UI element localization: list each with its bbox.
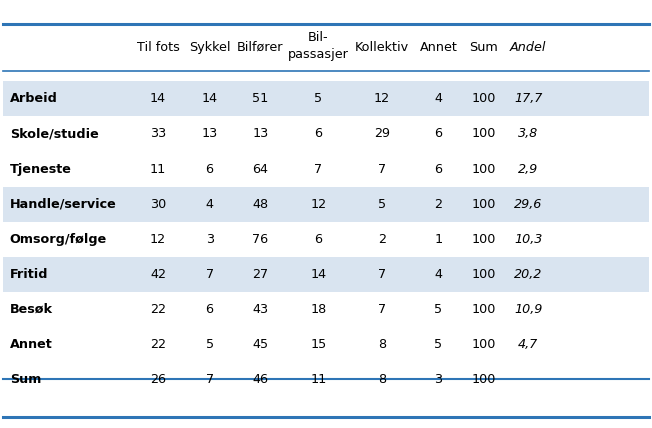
Text: 13: 13 <box>201 128 218 140</box>
Text: 8: 8 <box>378 373 386 386</box>
Text: Kollektiv: Kollektiv <box>355 41 409 54</box>
Text: Sum: Sum <box>469 41 498 54</box>
Text: 3,8: 3,8 <box>518 128 539 140</box>
Text: 8: 8 <box>378 338 386 351</box>
Text: 100: 100 <box>471 338 496 351</box>
Text: Skole/studie: Skole/studie <box>10 128 98 140</box>
Text: 2: 2 <box>378 233 386 246</box>
Text: 12: 12 <box>374 92 390 105</box>
Text: 14: 14 <box>201 92 218 105</box>
Text: 3: 3 <box>434 373 443 386</box>
Text: 6: 6 <box>205 303 214 316</box>
Text: Andel: Andel <box>510 41 546 54</box>
Text: 42: 42 <box>150 268 166 281</box>
Text: 4,7: 4,7 <box>518 338 539 351</box>
Text: 6: 6 <box>434 128 443 140</box>
Text: 12: 12 <box>310 198 327 211</box>
Text: Sykkel: Sykkel <box>189 41 230 54</box>
Text: 1: 1 <box>434 233 443 246</box>
Text: 14: 14 <box>310 268 327 281</box>
Text: 18: 18 <box>310 303 327 316</box>
Text: 5: 5 <box>434 303 443 316</box>
Text: 5: 5 <box>378 198 386 211</box>
Text: 30: 30 <box>150 198 166 211</box>
Text: Besøk: Besøk <box>10 303 53 316</box>
Text: 51: 51 <box>252 92 269 105</box>
Text: 12: 12 <box>150 233 166 246</box>
Text: 29,6: 29,6 <box>514 198 542 211</box>
Text: 7: 7 <box>378 303 386 316</box>
Bar <box>3 257 649 292</box>
Text: 22: 22 <box>150 338 166 351</box>
Text: 100: 100 <box>471 163 496 175</box>
Text: 4: 4 <box>205 198 214 211</box>
Text: Omsorg/følge: Omsorg/følge <box>10 233 107 246</box>
Text: Annet: Annet <box>10 338 53 351</box>
Text: 11: 11 <box>310 373 327 386</box>
Text: 22: 22 <box>150 303 166 316</box>
Text: 13: 13 <box>252 128 269 140</box>
Text: 76: 76 <box>252 233 269 246</box>
Text: Annet: Annet <box>419 41 458 54</box>
Text: 100: 100 <box>471 128 496 140</box>
Text: 6: 6 <box>434 163 443 175</box>
Text: 64: 64 <box>252 163 269 175</box>
Text: 33: 33 <box>150 128 166 140</box>
Text: 6: 6 <box>314 128 323 140</box>
Text: 100: 100 <box>471 92 496 105</box>
Text: 5: 5 <box>434 338 443 351</box>
Text: passasjer: passasjer <box>288 48 349 61</box>
Text: 6: 6 <box>314 233 323 246</box>
Text: 5: 5 <box>314 92 323 105</box>
Text: 5: 5 <box>205 338 214 351</box>
Text: 26: 26 <box>150 373 166 386</box>
Text: 43: 43 <box>252 303 269 316</box>
Text: 100: 100 <box>471 303 496 316</box>
Text: 14: 14 <box>150 92 166 105</box>
Text: Til fots: Til fots <box>137 41 179 54</box>
Text: 3: 3 <box>205 233 214 246</box>
Text: Handle/service: Handle/service <box>10 198 117 211</box>
Text: 7: 7 <box>205 268 214 281</box>
Text: 6: 6 <box>205 163 214 175</box>
Text: 100: 100 <box>471 268 496 281</box>
Text: Bil-: Bil- <box>308 31 329 44</box>
Text: 2: 2 <box>434 198 443 211</box>
Text: 100: 100 <box>471 373 496 386</box>
Text: 100: 100 <box>471 198 496 211</box>
Bar <box>3 187 649 222</box>
Text: 17,7: 17,7 <box>514 92 542 105</box>
Text: Sum: Sum <box>10 373 41 386</box>
Text: 4: 4 <box>434 92 443 105</box>
Text: Tjeneste: Tjeneste <box>10 163 72 175</box>
Text: 4: 4 <box>434 268 443 281</box>
Text: 100: 100 <box>471 233 496 246</box>
Text: 11: 11 <box>150 163 166 175</box>
Text: 46: 46 <box>252 373 269 386</box>
Text: 2,9: 2,9 <box>518 163 539 175</box>
Text: 45: 45 <box>252 338 269 351</box>
Text: 20,2: 20,2 <box>514 268 542 281</box>
Text: 27: 27 <box>252 268 269 281</box>
Text: 10,9: 10,9 <box>514 303 542 316</box>
Text: 7: 7 <box>205 373 214 386</box>
Text: Bilfører: Bilfører <box>237 41 284 54</box>
Text: 15: 15 <box>310 338 327 351</box>
Bar <box>3 81 649 116</box>
Text: Fritid: Fritid <box>10 268 48 281</box>
Text: 48: 48 <box>252 198 269 211</box>
Text: 29: 29 <box>374 128 390 140</box>
Text: 10,3: 10,3 <box>514 233 542 246</box>
Text: Arbeid: Arbeid <box>10 92 57 105</box>
Text: 7: 7 <box>314 163 323 175</box>
Text: 7: 7 <box>378 163 386 175</box>
Text: 7: 7 <box>378 268 386 281</box>
